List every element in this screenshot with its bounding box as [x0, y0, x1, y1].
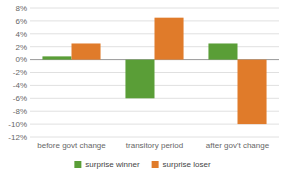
bar — [125, 60, 154, 99]
grid-line — [30, 8, 279, 9]
y-tick-label: 4% — [15, 30, 27, 39]
bar — [72, 43, 101, 59]
y-tick-label: 0% — [15, 55, 27, 64]
grid-line — [30, 137, 279, 138]
legend-label: surprise winner — [85, 160, 140, 169]
y-tick-label: -12% — [8, 133, 27, 142]
y-tick-label: 2% — [15, 43, 27, 52]
y-tick-label: 8% — [15, 4, 27, 13]
legend: surprise winner surprise loser — [74, 160, 211, 169]
y-tick-label: -4% — [13, 81, 27, 90]
legend-label: surprise loser — [163, 160, 211, 169]
grid — [30, 8, 279, 137]
bars — [42, 18, 266, 124]
chart: -12% -10% -8% -6% -4% -2% 0% 2% 4% 6% 8% before gov… — [0, 0, 285, 177]
y-tick-label: -8% — [13, 107, 27, 116]
y-tick-label: 6% — [15, 17, 27, 26]
x-tick-label: after gov't change — [206, 141, 270, 150]
y-tick-label: -6% — [13, 94, 27, 103]
bar — [155, 18, 184, 60]
y-tick-label: -10% — [8, 120, 27, 129]
bar — [42, 56, 71, 59]
x-tick-label: transitory period — [126, 141, 183, 150]
legend-swatch — [74, 161, 81, 168]
bar — [208, 43, 237, 59]
legend-swatch — [152, 161, 159, 168]
y-tick-label: -2% — [13, 68, 27, 77]
x-tick-label: before govt change — [37, 141, 106, 150]
bar — [238, 60, 267, 125]
